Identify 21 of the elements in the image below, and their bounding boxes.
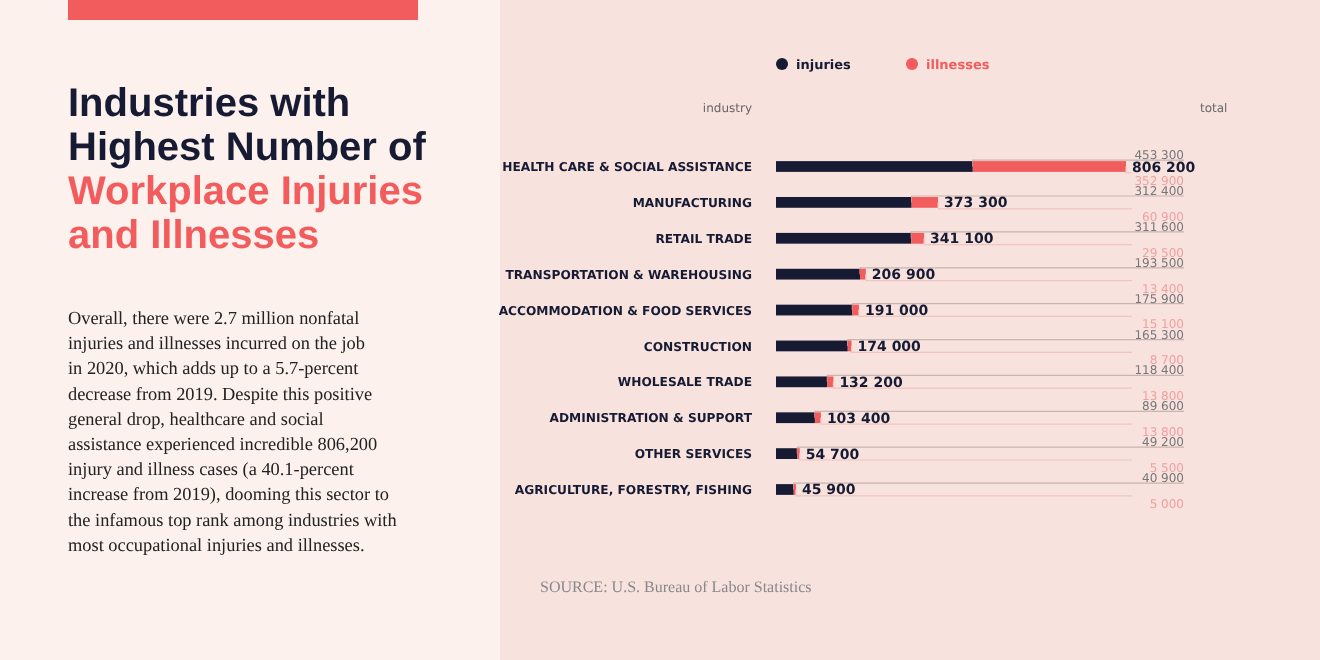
bar [860, 268, 866, 280]
bar [972, 161, 1126, 172]
bar [776, 197, 912, 208]
bar [827, 376, 834, 388]
bar [814, 412, 821, 424]
bar [911, 232, 925, 244]
bar [776, 376, 828, 388]
bar [776, 340, 848, 352]
text: Workplace Injuries and Illnesses [68, 170, 423, 258]
bar [852, 304, 859, 316]
bar [776, 232, 912, 244]
source-note: SOURCE: U.S. Bureau of Labor Statistics [540, 578, 812, 596]
text: Overall, there were 2.7 million nonfatal injuries and illnesses incurred on the job in 2020, which adds up to a 5.7-percent decrease from 2019. Despite this positive general drop, healthcare and social assistance experienced incredible 806,200 injury and illness cases (a 40.1-percent increase from 2019), dooming this sector to the infamous top rank among industries with most occupational injuries and illnesses. [68, 308, 397, 555]
bar [776, 484, 794, 495]
bar [776, 161, 973, 172]
bar [776, 412, 815, 424]
bar [911, 197, 939, 208]
bar [776, 304, 853, 316]
text: Industries with Highest Number of [68, 82, 427, 170]
bar [776, 268, 861, 280]
bar [776, 448, 798, 459]
